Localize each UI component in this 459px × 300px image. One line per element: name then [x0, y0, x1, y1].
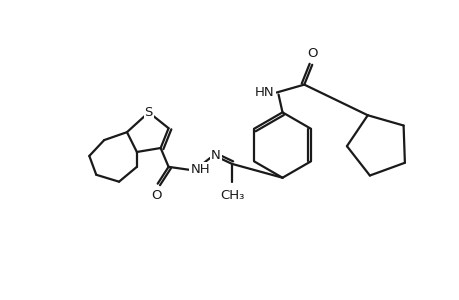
- Text: CH₃: CH₃: [219, 189, 244, 202]
- Text: S: S: [144, 106, 152, 119]
- Text: N: N: [211, 149, 220, 162]
- Text: NH: NH: [190, 163, 210, 176]
- Text: O: O: [151, 189, 162, 202]
- Text: HN: HN: [254, 86, 274, 99]
- Text: O: O: [306, 47, 317, 60]
